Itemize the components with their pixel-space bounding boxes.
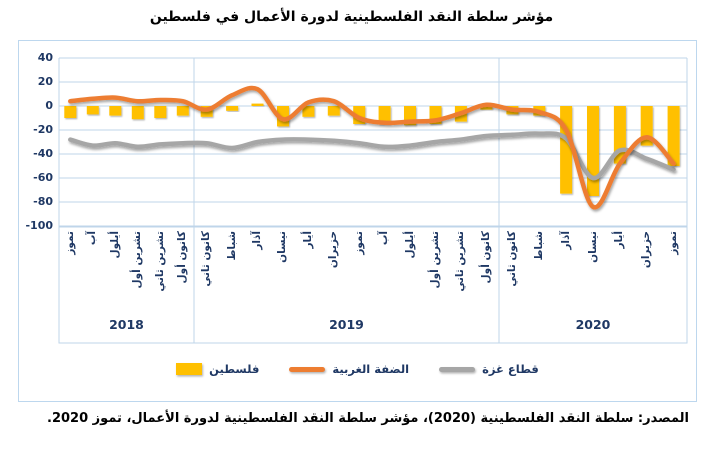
legend: قطاع غزة الضفة الغربية فلسطين bbox=[19, 362, 696, 376]
west-bank-line bbox=[68, 85, 676, 210]
x-axis-month-label: أيار bbox=[301, 231, 314, 249]
bar-palestine bbox=[109, 106, 122, 116]
x-axis-month-label: أيار bbox=[613, 231, 626, 249]
y-axis-tick-label: -40 bbox=[33, 147, 53, 160]
x-axis-month-label: شباط bbox=[225, 231, 238, 261]
y-axis-tick-label: 20 bbox=[37, 75, 53, 88]
x-axis-month-label: تشرين ثاني bbox=[454, 231, 467, 292]
x-axis-month-label: آذار bbox=[251, 231, 264, 250]
west-bank-line-swatch bbox=[289, 366, 326, 372]
y-axis-tick-label: 0 bbox=[45, 99, 53, 112]
gaza-line bbox=[68, 131, 676, 181]
x-axis-month-label: كانون أول bbox=[479, 231, 492, 284]
legend-item-west-bank: الضفة الغربية bbox=[289, 362, 409, 376]
gaza-line-swatch bbox=[439, 366, 476, 372]
x-axis-month-label: تشرين أول bbox=[428, 231, 441, 289]
x-axis-month-label: تشرين ثاني bbox=[153, 231, 166, 292]
x-axis-month-label: نيسان bbox=[586, 231, 599, 263]
x-axis-month-label: تشرين أول bbox=[131, 231, 144, 289]
y-axis-tick-label: -80 bbox=[33, 195, 53, 208]
x-axis-month-label: شباط bbox=[532, 231, 545, 261]
bar-palestine bbox=[302, 106, 315, 117]
palestine-bar-swatch bbox=[176, 363, 203, 375]
x-axis-month-label: أيلول bbox=[108, 231, 121, 259]
y-axis-tick-label: 40 bbox=[37, 51, 53, 64]
bar-palestine bbox=[378, 106, 391, 124]
x-axis-month-label: نيسان bbox=[276, 231, 289, 263]
x-axis-month-label: تموز bbox=[667, 231, 680, 255]
bar-palestine bbox=[131, 106, 144, 120]
bar-palestine bbox=[480, 106, 493, 110]
x-axis-month-label: آذار bbox=[559, 231, 572, 250]
legend-label-gaza: قطاع غزة bbox=[482, 362, 539, 376]
x-axis-month-label: أيلول bbox=[403, 231, 416, 259]
legend-label-west-bank: الضفة الغربية bbox=[332, 362, 410, 376]
chart-title: مؤشر سلطة النقد الفلسطينية لدورة الأعمال… bbox=[149, 9, 554, 25]
x-axis-month-label: آب bbox=[378, 231, 391, 246]
x-axis-month-label: كانون أول bbox=[176, 231, 189, 284]
bar-palestine bbox=[176, 106, 189, 116]
y-axis-tick-label: -20 bbox=[33, 123, 53, 136]
x-axis-year-label: 2018 bbox=[109, 317, 144, 332]
y-axis-tick-label: -60 bbox=[33, 171, 53, 184]
bar-palestine bbox=[587, 106, 599, 196]
legend-item-gaza: قطاع غزة bbox=[439, 362, 539, 376]
x-axis-month-label: حزيران bbox=[640, 231, 653, 269]
y-axis-tick-label: -100 bbox=[25, 219, 53, 232]
x-axis-month-label: حزيران bbox=[327, 231, 340, 269]
bar-palestine bbox=[64, 106, 77, 118]
bar-palestine bbox=[667, 106, 680, 166]
x-axis-year-label: 2020 bbox=[575, 317, 611, 332]
legend-label-palestine: فلسطين bbox=[209, 362, 260, 376]
x-axis-month-label: كانون ثاني bbox=[505, 231, 518, 287]
legend-item-palestine: فلسطين bbox=[176, 362, 259, 376]
combo-chart-svg bbox=[58, 57, 688, 344]
bar-palestine bbox=[560, 106, 573, 194]
x-axis-month-label: تموز bbox=[63, 231, 76, 255]
bar-palestine bbox=[251, 103, 264, 106]
bar-palestine bbox=[154, 106, 167, 118]
chart-area: قطاع غزة الضفة الغربية فلسطين 40 20 0 -20 -4… bbox=[18, 40, 697, 402]
x-axis-month-label: آب bbox=[86, 231, 99, 246]
x-axis-year-label: 2019 bbox=[329, 317, 364, 332]
x-axis-month-label: كانون ثاني bbox=[200, 231, 213, 287]
x-axis-month-label: تموز bbox=[352, 231, 365, 255]
bar-palestine bbox=[327, 106, 340, 116]
bar-palestine bbox=[226, 106, 239, 111]
source-note: المصدر: سلطة النقد الفلسطينية (2020)، مؤ… bbox=[47, 411, 689, 426]
bar-palestine bbox=[86, 106, 99, 115]
